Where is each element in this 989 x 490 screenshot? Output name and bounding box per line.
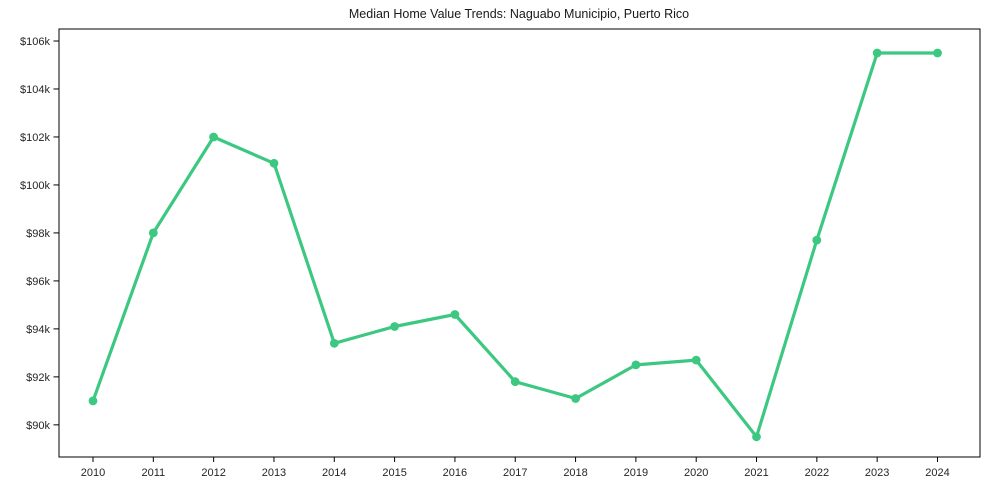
- chart-title: Median Home Value Trends: Naguabo Munici…: [349, 7, 689, 21]
- x-tick-label: 2016: [443, 467, 467, 479]
- y-tick-label: $98k: [26, 228, 50, 240]
- data-point: [812, 235, 822, 245]
- x-tick-label: 2018: [563, 467, 587, 479]
- x-tick-label: 2021: [744, 467, 768, 479]
- y-tick-label: $102k: [20, 132, 50, 144]
- x-axis: 2010 2011 2012 2013 2014 2015 2016 2017 2018 2019…: [81, 457, 950, 479]
- y-axis: $90k $92k $94k $96k $98k $100k $102k $104k $106k: [20, 36, 59, 432]
- x-tick-label: 2014: [322, 467, 346, 479]
- x-tick-label: 2023: [865, 467, 889, 479]
- x-tick-label: 2012: [201, 467, 225, 479]
- plot-border: [58, 28, 981, 458]
- data-point: [933, 48, 942, 58]
- line-series: [88, 48, 942, 442]
- data-point: [510, 377, 520, 387]
- x-tick-label: 2024: [925, 467, 949, 479]
- x-tick-label: 2015: [382, 467, 406, 479]
- y-tick-label: $100k: [20, 180, 50, 192]
- plot-spines: [58, 28, 981, 458]
- x-tick-label: 2022: [805, 467, 829, 479]
- y-tick-label: $106k: [20, 36, 50, 48]
- data-point: [872, 48, 882, 58]
- data-point: [329, 338, 339, 348]
- data-point: [390, 322, 399, 331]
- data-point: [571, 394, 580, 403]
- x-tick-label: 2017: [503, 467, 527, 479]
- x-tick-label: 2020: [684, 467, 708, 479]
- data-point: [209, 132, 219, 142]
- data-point: [88, 396, 98, 406]
- y-tick-label: $94k: [26, 324, 50, 336]
- x-tick-label: 2013: [262, 467, 286, 479]
- data-point: [631, 360, 641, 370]
- data-point: [691, 355, 701, 365]
- y-tick-label: $90k: [26, 420, 50, 432]
- data-point: [450, 310, 460, 319]
- y-tick-label: $104k: [20, 84, 50, 96]
- y-tick-label: $92k: [26, 372, 50, 384]
- data-point: [269, 158, 279, 168]
- data-point: [148, 228, 158, 238]
- data-point: [752, 432, 761, 442]
- y-tick-label: $96k: [26, 276, 50, 288]
- x-tick-label: 2011: [141, 467, 165, 479]
- x-tick-label: 2010: [81, 467, 105, 479]
- x-tick-label: 2019: [624, 467, 648, 479]
